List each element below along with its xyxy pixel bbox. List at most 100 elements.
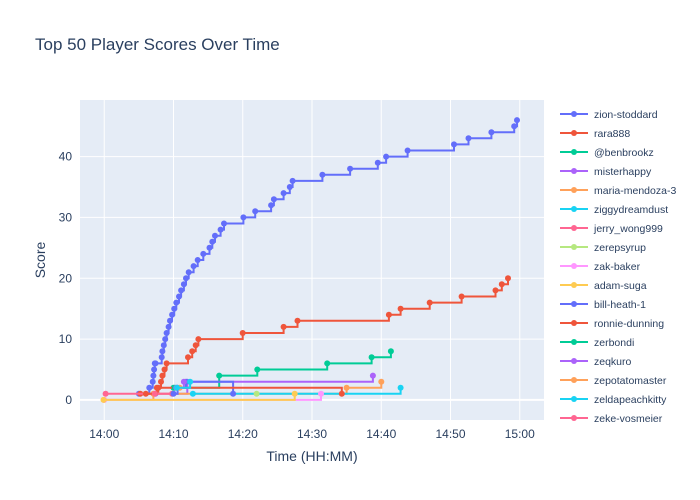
- data-point[interactable]: [318, 390, 324, 397]
- data-point[interactable]: [324, 360, 331, 367]
- data-point[interactable]: [152, 360, 159, 367]
- legend-item[interactable]: zepotatomaster: [560, 375, 667, 387]
- data-point[interactable]: [189, 348, 196, 355]
- data-point[interactable]: [374, 159, 381, 166]
- series-traces[interactable]: [100, 117, 521, 403]
- series-rara888[interactable]: [137, 275, 511, 397]
- data-point[interactable]: [270, 196, 277, 203]
- data-point[interactable]: [192, 342, 199, 349]
- data-point[interactable]: [514, 117, 520, 124]
- series-@benbrookz[interactable]: [170, 348, 394, 391]
- legend-item[interactable]: ronnie-dunning: [560, 318, 664, 330]
- data-point[interactable]: [488, 129, 495, 136]
- data-point[interactable]: [187, 378, 194, 385]
- data-point[interactable]: [180, 378, 187, 385]
- data-point[interactable]: [239, 330, 246, 336]
- data-point[interactable]: [162, 336, 169, 343]
- data-point[interactable]: [173, 299, 180, 306]
- data-point[interactable]: [240, 214, 247, 221]
- data-point[interactable]: [102, 390, 109, 397]
- data-point[interactable]: [190, 263, 197, 270]
- legend[interactable]: zion-stoddard rara888 @benbrookz misterhapp…: [560, 109, 676, 425]
- data-point[interactable]: [161, 366, 168, 373]
- data-point[interactable]: [291, 390, 298, 397]
- data-point[interactable]: [253, 390, 260, 397]
- data-point[interactable]: [397, 384, 404, 391]
- data-point[interactable]: [100, 396, 107, 403]
- data-point[interactable]: [294, 317, 301, 324]
- data-point[interactable]: [163, 360, 170, 367]
- data-point[interactable]: [397, 305, 404, 312]
- data-point[interactable]: [369, 372, 376, 379]
- data-point[interactable]: [195, 336, 202, 343]
- data-point[interactable]: [206, 244, 213, 251]
- data-point[interactable]: [289, 177, 296, 184]
- data-point[interactable]: [209, 238, 216, 245]
- data-point[interactable]: [347, 165, 354, 172]
- data-point[interactable]: [511, 123, 518, 130]
- series-zeke-vosmeier[interactable]: [151, 390, 158, 397]
- legend-item[interactable]: jerry_wong999: [560, 223, 663, 235]
- legend-item[interactable]: zion-stoddard: [560, 109, 658, 121]
- data-point[interactable]: [158, 354, 165, 361]
- data-point[interactable]: [254, 366, 261, 373]
- legend-item[interactable]: zeke-vosmeier: [560, 413, 663, 425]
- data-point[interactable]: [150, 372, 157, 379]
- data-point[interactable]: [252, 208, 259, 215]
- series-adam-suga[interactable]: [100, 390, 298, 403]
- data-point[interactable]: [158, 378, 164, 385]
- data-point[interactable]: [185, 269, 192, 276]
- data-point[interactable]: [404, 147, 411, 154]
- data-point[interactable]: [165, 323, 172, 330]
- data-point[interactable]: [142, 390, 149, 397]
- legend-item[interactable]: zerepsyrup: [560, 242, 646, 254]
- data-point[interactable]: [268, 202, 275, 209]
- legend-item[interactable]: bill-heath-1: [560, 299, 646, 311]
- data-point[interactable]: [280, 323, 287, 330]
- data-point[interactable]: [385, 311, 392, 318]
- data-point[interactable]: [319, 171, 326, 178]
- data-point[interactable]: [174, 384, 180, 391]
- data-point[interactable]: [451, 141, 457, 148]
- series-zion-stoddard[interactable]: [135, 117, 520, 397]
- data-point[interactable]: [167, 317, 173, 324]
- data-point[interactable]: [221, 220, 227, 227]
- data-point[interactable]: [180, 281, 187, 288]
- series-zeldapeachkitty[interactable]: [174, 378, 194, 391]
- data-point[interactable]: [189, 390, 196, 397]
- data-point[interactable]: [169, 311, 176, 318]
- series-jerry_wong999[interactable]: [102, 390, 176, 397]
- data-point[interactable]: [159, 348, 166, 355]
- data-point[interactable]: [159, 372, 166, 379]
- data-point[interactable]: [170, 390, 177, 397]
- data-point[interactable]: [230, 390, 237, 397]
- legend-item[interactable]: zeqkuro: [560, 356, 632, 368]
- data-point[interactable]: [149, 378, 156, 385]
- legend-item[interactable]: adam-suga: [560, 280, 647, 292]
- legend-item[interactable]: zeldapeachkitty: [560, 394, 667, 406]
- data-point[interactable]: [338, 390, 345, 397]
- data-point[interactable]: [178, 287, 185, 294]
- data-point[interactable]: [176, 293, 182, 300]
- data-point[interactable]: [492, 287, 499, 294]
- data-point[interactable]: [217, 226, 224, 233]
- data-point[interactable]: [280, 190, 287, 197]
- data-point[interactable]: [185, 354, 191, 361]
- data-point[interactable]: [183, 275, 189, 282]
- data-point[interactable]: [383, 153, 390, 160]
- data-point[interactable]: [343, 384, 350, 391]
- data-point[interactable]: [426, 299, 433, 306]
- data-point[interactable]: [216, 372, 223, 379]
- data-point[interactable]: [286, 184, 293, 190]
- legend-item[interactable]: @benbrookz: [560, 147, 654, 159]
- data-point[interactable]: [465, 135, 472, 142]
- data-point[interactable]: [151, 390, 158, 397]
- series-zerepsyrup[interactable]: [253, 390, 260, 397]
- data-point[interactable]: [171, 305, 178, 312]
- data-point[interactable]: [146, 384, 153, 391]
- series-ziggydreamdust[interactable]: [189, 384, 404, 397]
- data-point[interactable]: [387, 348, 394, 355]
- data-point[interactable]: [194, 257, 201, 263]
- data-point[interactable]: [153, 384, 160, 391]
- legend-item[interactable]: rara888: [560, 128, 630, 140]
